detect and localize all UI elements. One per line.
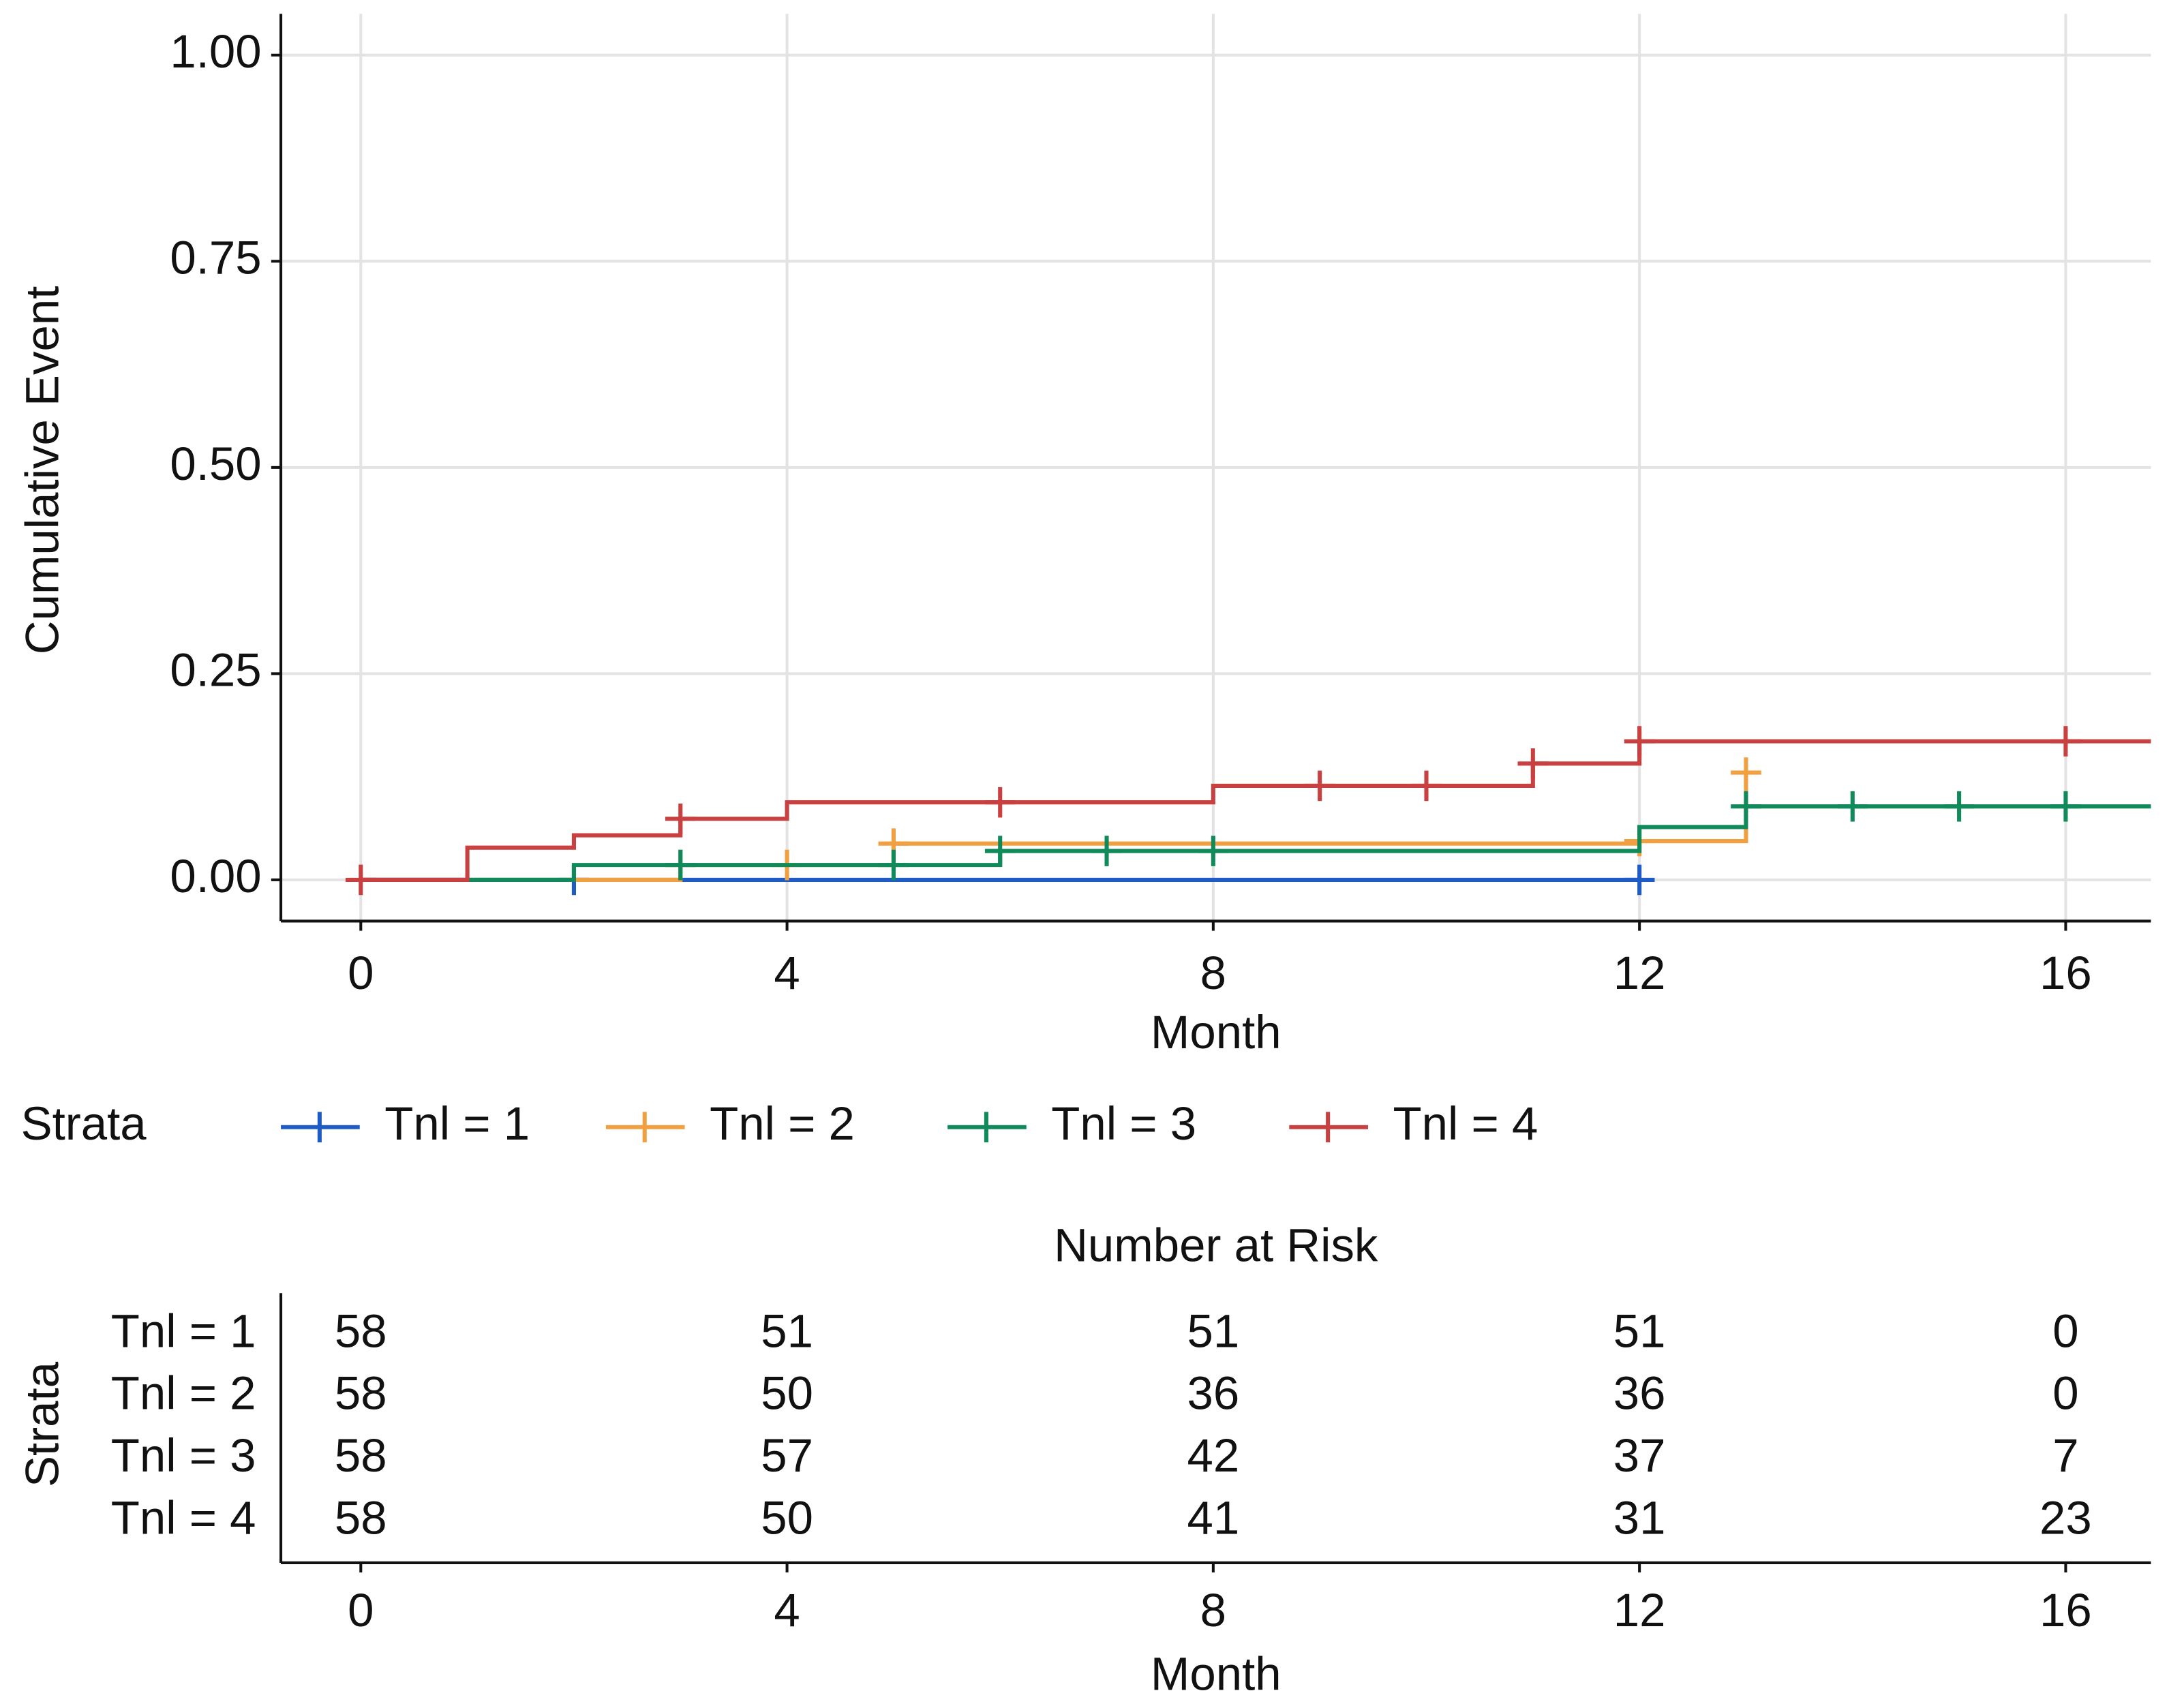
censor-mark xyxy=(665,804,696,834)
censor-mark xyxy=(1624,726,1655,757)
y-tick-label: 0.75 xyxy=(170,232,261,284)
x-tick-label: 4 xyxy=(774,947,800,999)
risk-count: 58 xyxy=(335,1367,387,1420)
censor-mark xyxy=(1837,791,1868,822)
risk-count: 36 xyxy=(1187,1367,1239,1420)
risk-count: 57 xyxy=(761,1429,813,1482)
x-tick-label: 0 xyxy=(348,947,374,999)
risk-count: 58 xyxy=(335,1305,387,1357)
risk-count: 51 xyxy=(761,1305,813,1357)
x-tick-label: 4 xyxy=(774,1584,800,1636)
x-tick-label: 16 xyxy=(2039,1584,2092,1636)
risk-count: 50 xyxy=(761,1491,813,1544)
censor-mark xyxy=(984,787,1016,818)
risk-count: 23 xyxy=(2039,1491,2092,1544)
censor-mark xyxy=(1304,770,1335,802)
y-tick-label: 0.00 xyxy=(170,850,261,902)
y-tick-label: 0.25 xyxy=(170,644,261,697)
legend-label: Tnl = 2 xyxy=(710,1097,855,1150)
censor-mark xyxy=(2050,726,2081,757)
row-label: Tnl = 4 xyxy=(111,1491,256,1544)
censor-mark xyxy=(1624,864,1655,896)
censor-mark xyxy=(878,849,909,881)
y-tick-label: 1.00 xyxy=(170,25,261,78)
y-tick-label: 0.50 xyxy=(170,438,261,490)
risk-count: 42 xyxy=(1187,1429,1239,1482)
legend-label: Tnl = 4 xyxy=(1393,1097,1538,1150)
risk-count: 41 xyxy=(1187,1491,1239,1544)
risk-count: 0 xyxy=(2052,1367,2078,1420)
risk-count: 37 xyxy=(1613,1429,1666,1482)
risk-count: 58 xyxy=(335,1491,387,1544)
x-tick-label: 8 xyxy=(1200,1584,1226,1636)
risk-count: 50 xyxy=(761,1367,813,1420)
risk-count: 36 xyxy=(1613,1367,1666,1420)
risk-count: 58 xyxy=(335,1429,387,1482)
censor-mark xyxy=(1517,748,1549,779)
row-label: Tnl = 2 xyxy=(111,1367,256,1420)
y-axis-label: Cumulative Event xyxy=(16,286,68,655)
table-title: Number at Risk xyxy=(1054,1219,1378,1272)
censor-mark xyxy=(665,849,696,881)
censor-mark xyxy=(2050,791,2081,822)
censor-mark xyxy=(984,836,1016,866)
censor-mark xyxy=(1731,791,1761,822)
censor-mark xyxy=(1731,757,1761,788)
risk-count: 7 xyxy=(2052,1429,2078,1482)
step-line xyxy=(361,772,1748,882)
risk-count: 31 xyxy=(1613,1491,1666,1544)
legend-label: Tnl = 3 xyxy=(1051,1097,1196,1150)
risk-count: 51 xyxy=(1187,1305,1239,1357)
legend-label: Tnl = 1 xyxy=(384,1097,530,1150)
censor-mark xyxy=(1198,836,1229,866)
table-y-label: Strata xyxy=(16,1361,68,1487)
x-tick-label: 12 xyxy=(1613,947,1666,999)
censor-mark xyxy=(1943,791,1975,822)
x-tick-label: 12 xyxy=(1613,1584,1666,1636)
row-label: Tnl = 3 xyxy=(111,1429,256,1482)
censor-mark xyxy=(1411,770,1442,802)
x-tick-label: 16 xyxy=(2039,947,2092,999)
x-axis-label: Month xyxy=(1151,1006,1281,1058)
censor-mark xyxy=(1091,836,1122,866)
legend-title: Strata xyxy=(21,1097,147,1150)
risk-count: 0 xyxy=(2052,1305,2078,1357)
row-label: Tnl = 1 xyxy=(111,1305,256,1357)
x-tick-label: 8 xyxy=(1200,947,1226,999)
censor-mark xyxy=(345,864,376,896)
table-x-label: Month xyxy=(1151,1648,1281,1701)
x-tick-label: 0 xyxy=(348,1584,374,1636)
risk-count: 51 xyxy=(1613,1305,1666,1357)
step-line xyxy=(361,739,2151,882)
